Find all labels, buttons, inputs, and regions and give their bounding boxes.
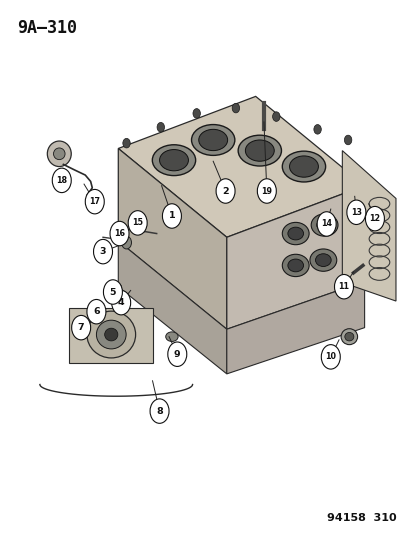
Ellipse shape xyxy=(191,125,234,156)
Circle shape xyxy=(320,345,339,369)
Circle shape xyxy=(123,139,130,148)
Ellipse shape xyxy=(287,259,303,272)
Text: 15: 15 xyxy=(132,219,143,228)
Polygon shape xyxy=(69,308,152,364)
Polygon shape xyxy=(342,151,395,301)
Circle shape xyxy=(365,206,384,231)
Ellipse shape xyxy=(282,151,325,182)
Polygon shape xyxy=(118,149,226,329)
Circle shape xyxy=(128,211,147,235)
Ellipse shape xyxy=(340,329,357,345)
Text: 3: 3 xyxy=(100,247,106,256)
Text: 16: 16 xyxy=(114,229,125,238)
Circle shape xyxy=(150,399,169,423)
Circle shape xyxy=(110,221,129,246)
Circle shape xyxy=(334,274,353,299)
Text: 8: 8 xyxy=(156,407,163,416)
Text: 5: 5 xyxy=(109,287,116,296)
Circle shape xyxy=(313,125,320,134)
Circle shape xyxy=(216,179,235,203)
Ellipse shape xyxy=(282,254,309,277)
Text: 94158  310: 94158 310 xyxy=(326,513,396,523)
Circle shape xyxy=(272,112,279,122)
Text: 1: 1 xyxy=(168,212,175,221)
Ellipse shape xyxy=(287,227,303,240)
Ellipse shape xyxy=(53,148,65,160)
Text: 19: 19 xyxy=(261,187,272,196)
Text: 6: 6 xyxy=(93,307,100,316)
Ellipse shape xyxy=(237,135,281,166)
Ellipse shape xyxy=(245,140,273,161)
Ellipse shape xyxy=(309,249,336,271)
Circle shape xyxy=(167,342,186,367)
Ellipse shape xyxy=(152,145,195,175)
Circle shape xyxy=(112,290,131,315)
Ellipse shape xyxy=(315,254,330,266)
Ellipse shape xyxy=(104,328,118,341)
Text: 14: 14 xyxy=(320,220,331,229)
Polygon shape xyxy=(118,96,364,237)
Ellipse shape xyxy=(159,150,188,171)
Text: 12: 12 xyxy=(368,214,380,223)
Ellipse shape xyxy=(47,141,71,166)
Ellipse shape xyxy=(289,156,318,177)
Text: 9: 9 xyxy=(173,350,180,359)
Text: 9A—310: 9A—310 xyxy=(17,19,77,37)
Circle shape xyxy=(121,236,131,249)
Circle shape xyxy=(52,168,71,192)
Ellipse shape xyxy=(344,333,353,341)
Circle shape xyxy=(71,316,90,340)
Ellipse shape xyxy=(198,130,227,151)
Circle shape xyxy=(232,103,239,113)
Text: 4: 4 xyxy=(118,298,124,307)
Circle shape xyxy=(344,135,351,145)
Polygon shape xyxy=(118,241,226,374)
Polygon shape xyxy=(226,185,364,329)
Ellipse shape xyxy=(87,311,135,358)
Circle shape xyxy=(257,179,275,203)
Circle shape xyxy=(103,280,122,304)
Ellipse shape xyxy=(316,219,332,231)
Text: 17: 17 xyxy=(89,197,100,206)
Text: 18: 18 xyxy=(56,176,67,185)
Ellipse shape xyxy=(96,320,126,349)
Circle shape xyxy=(87,300,106,324)
Text: 7: 7 xyxy=(78,323,84,332)
Circle shape xyxy=(162,204,181,228)
Circle shape xyxy=(85,189,104,214)
Circle shape xyxy=(157,123,164,132)
Circle shape xyxy=(346,200,365,224)
Circle shape xyxy=(192,109,200,118)
Text: 10: 10 xyxy=(325,352,335,361)
Ellipse shape xyxy=(311,214,337,236)
Circle shape xyxy=(93,239,112,264)
Ellipse shape xyxy=(165,332,178,342)
Text: 13: 13 xyxy=(350,208,361,217)
Circle shape xyxy=(316,212,335,236)
Text: 11: 11 xyxy=(338,282,349,291)
Polygon shape xyxy=(226,281,364,374)
Text: 2: 2 xyxy=(222,187,228,196)
Ellipse shape xyxy=(282,222,309,245)
